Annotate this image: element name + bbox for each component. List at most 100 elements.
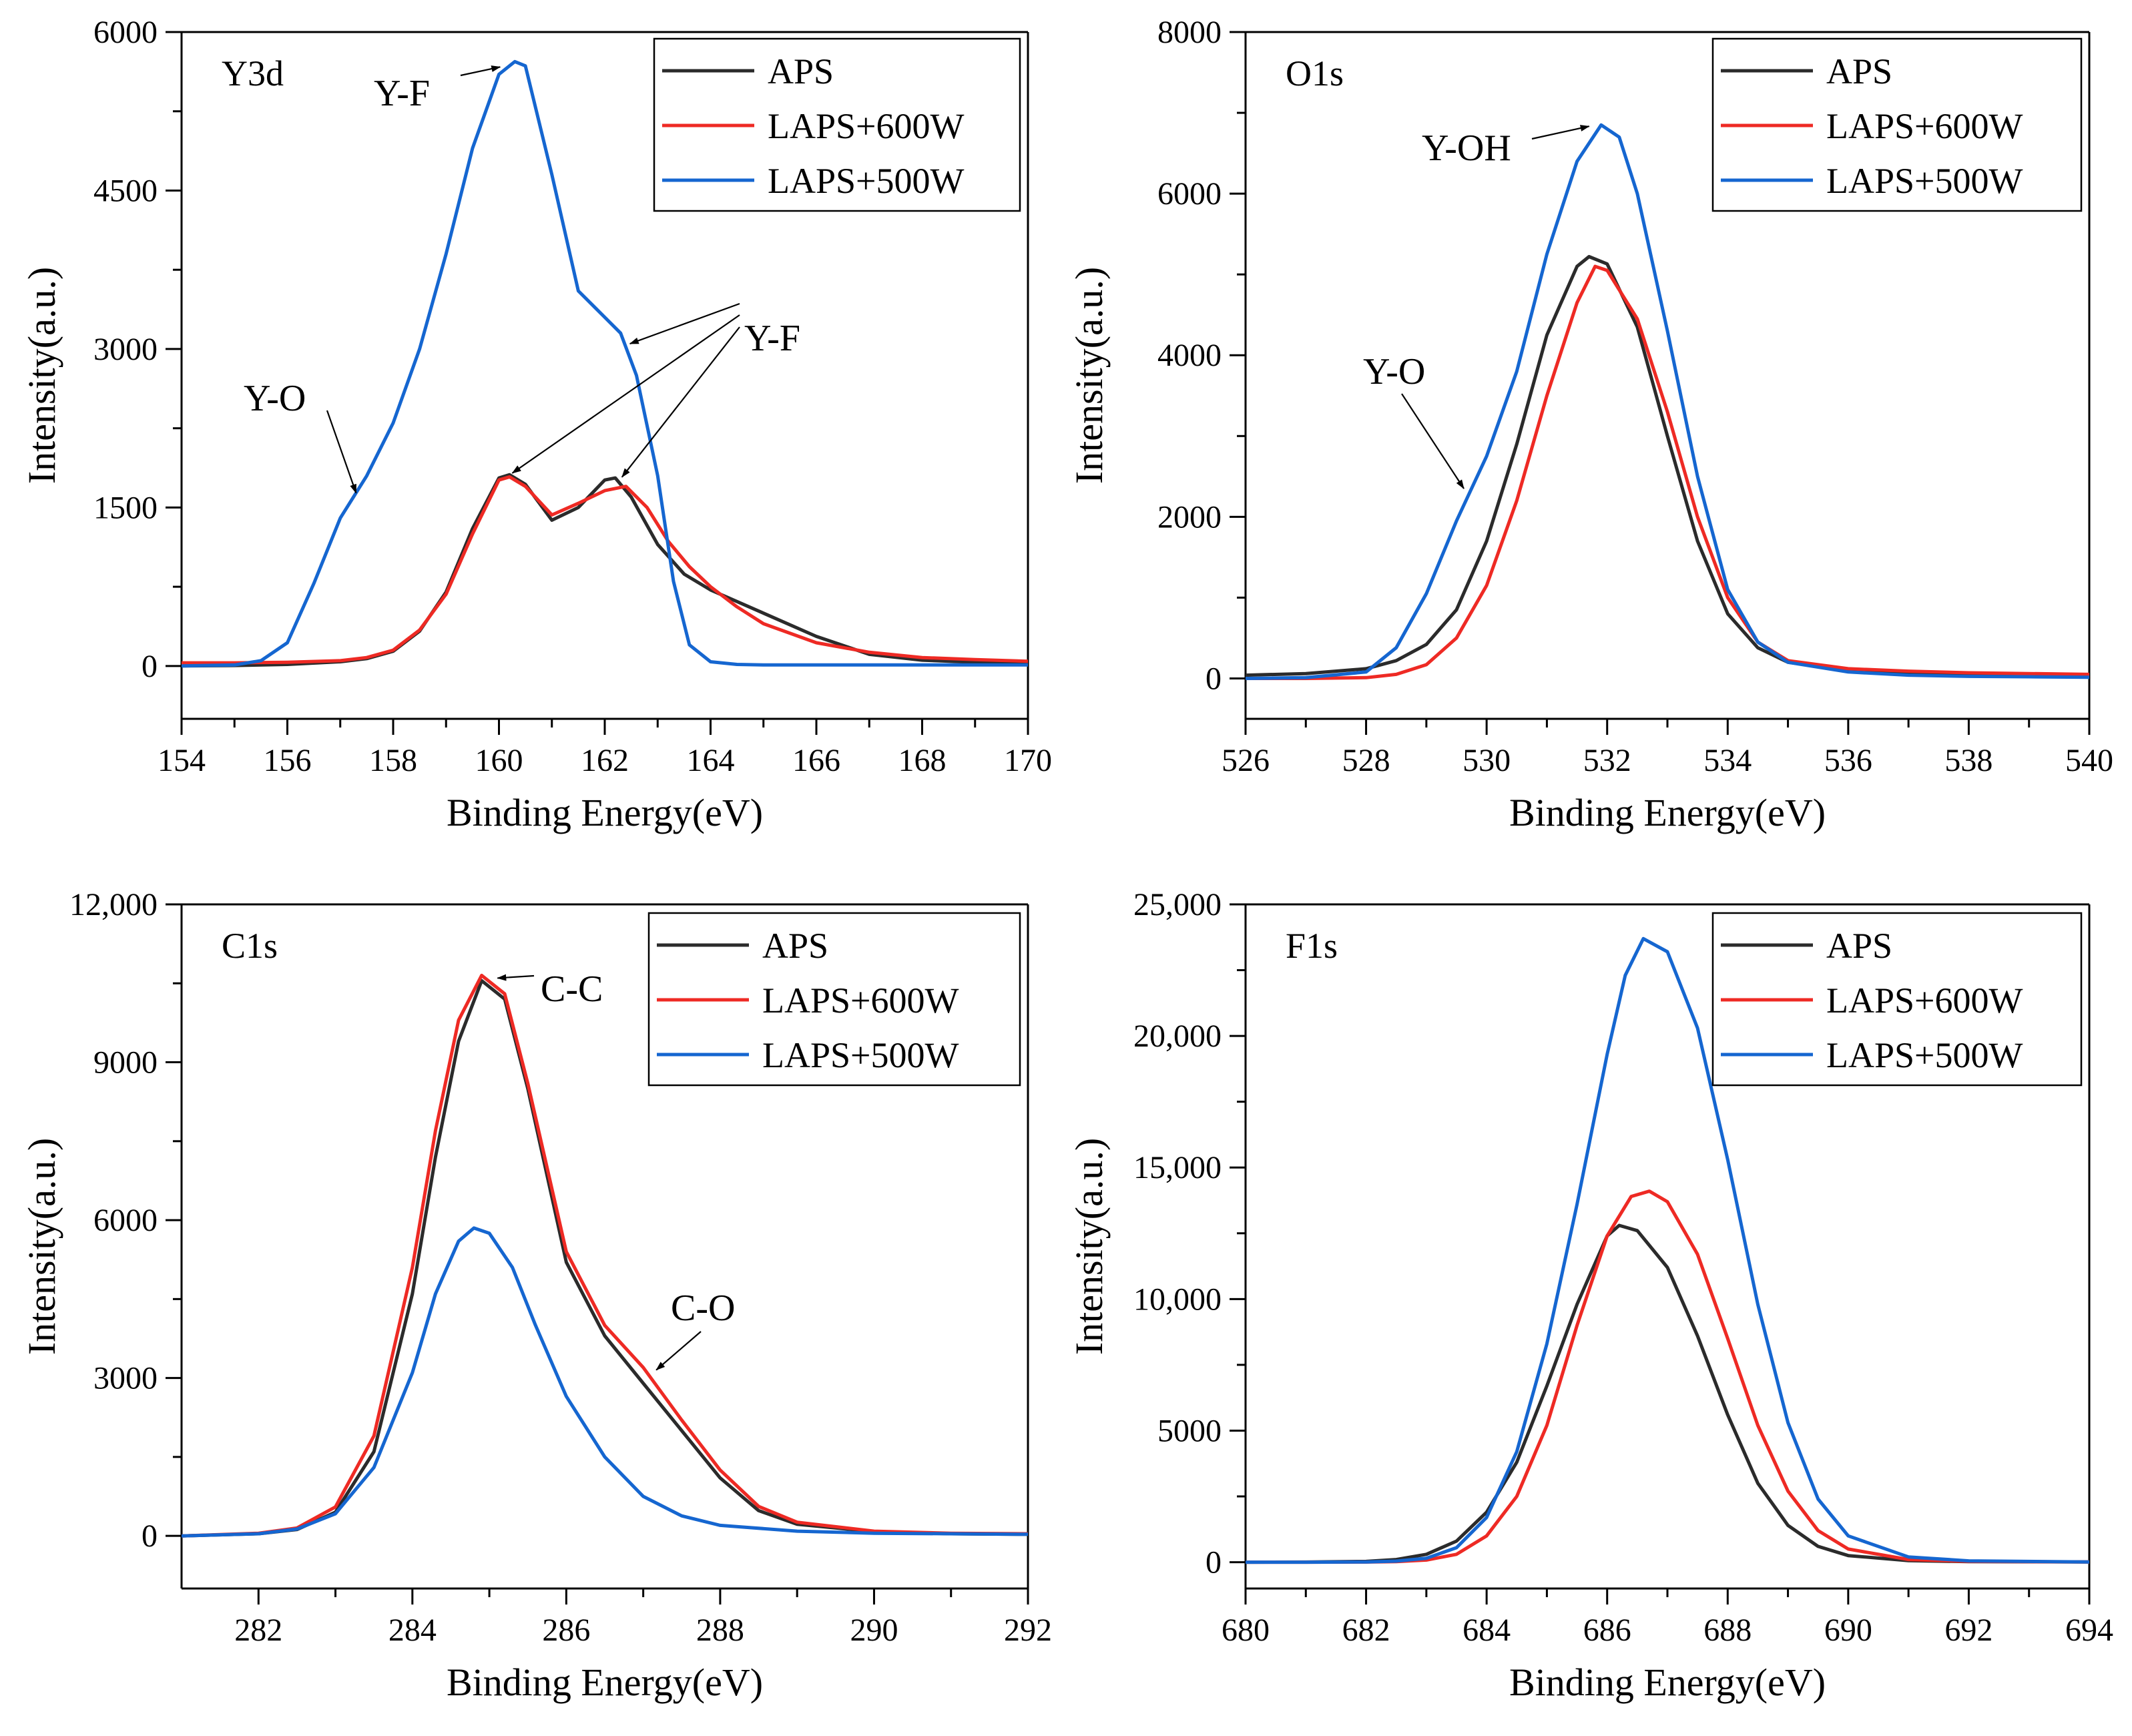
x-axis-label: Binding Energy(eV) — [447, 791, 763, 834]
series-line-laps-500w — [182, 59, 1028, 668]
y-tick-label: 0 — [1206, 661, 1222, 696]
x-tick-label: 166 — [792, 743, 840, 778]
chart-panel-f1s: 680 682 684 686 688 690 692 694 0 5000 10,000 15,00… — [1067, 887, 2113, 1704]
x-tick-label: 288 — [696, 1613, 744, 1648]
x-axis-label: Binding Energy(eV) — [1509, 791, 1826, 834]
x-tick-label: 292 — [1004, 1613, 1052, 1648]
y-axis-label: Intensity(a.u.) — [20, 267, 63, 484]
legend-label: APS — [1826, 51, 1892, 91]
y-tick-label: 12,000 — [69, 887, 158, 922]
legend-label: LAPS+600W — [762, 980, 959, 1021]
legend-label: APS — [768, 51, 834, 91]
y-axis-label: Intensity(a.u.) — [1067, 267, 1111, 484]
annotation-arrow-y-o — [326, 410, 357, 494]
x-tick-label: 680 — [1222, 1613, 1270, 1648]
legend-label: LAPS+500W — [768, 161, 965, 201]
x-tick-label: 682 — [1342, 1613, 1390, 1648]
x-tick-label: 694 — [2065, 1613, 2113, 1648]
legend-label: LAPS+500W — [1826, 161, 2023, 201]
x-tick-label: 688 — [1703, 1613, 1752, 1648]
y-axis-label: Intensity(a.u.) — [20, 1138, 63, 1355]
series-line-laps-600w — [1246, 1189, 2089, 1564]
legend-label: LAPS+600W — [1826, 106, 2023, 146]
annotation-y-oh: Y-OH — [1422, 127, 1511, 169]
y-tick-label: 15,000 — [1133, 1150, 1222, 1185]
y-tick-label: 4000 — [1157, 338, 1222, 373]
x-tick-label: 532 — [1583, 743, 1631, 778]
x-tick-label: 170 — [1004, 743, 1052, 778]
annotation-y-f-doublet: Y-F — [744, 318, 800, 359]
series-line-laps-600w — [182, 475, 1028, 665]
x-tick-label: 162 — [581, 743, 629, 778]
x-tick-label: 686 — [1583, 1613, 1631, 1648]
y-tick-label: 3000 — [93, 1361, 158, 1396]
x-tick-label: 286 — [542, 1613, 590, 1648]
y-tick-label: 8000 — [1157, 15, 1222, 50]
y-tick-label: 9000 — [93, 1045, 158, 1081]
series-line-laps-600w — [182, 973, 1028, 1538]
x-tick-label: 540 — [2065, 743, 2113, 778]
x-tick-label: 690 — [1824, 1613, 1872, 1648]
y-tick-label: 6000 — [93, 1203, 158, 1238]
x-tick-label: 526 — [1222, 743, 1270, 778]
x-tick-label: 538 — [1944, 743, 1992, 778]
x-tick-label: 156 — [264, 743, 312, 778]
series-line-laps-500w — [1246, 936, 2089, 1564]
y-tick-label: 3000 — [93, 332, 158, 367]
x-tick-label: 284 — [388, 1613, 437, 1648]
x-tick-label: 290 — [850, 1613, 898, 1648]
legend-label: APS — [762, 926, 828, 966]
y-tick-label: 6000 — [1157, 176, 1222, 212]
annotation-y-o: Y-O — [244, 378, 306, 419]
y-tick-label: 1500 — [93, 490, 158, 525]
chart-panel-c1s: 282 284 286 288 290 292 0 3000 6000 9000 12,000 Bin… — [20, 887, 1052, 1704]
series-line-aps — [1246, 255, 2089, 678]
y-tick-label: 20,000 — [1133, 1019, 1222, 1054]
x-tick-label: 528 — [1342, 743, 1390, 778]
y-axis-label: Intensity(a.u.) — [1067, 1138, 1111, 1355]
annotation-arrow-y-o — [1401, 393, 1464, 489]
x-tick-label: 154 — [158, 743, 206, 778]
chart-panel-o1s: 526 528 530 532 534 536 538 540 0 2000 4000 6000 800… — [1067, 15, 2113, 834]
legend-label: LAPS+500W — [1826, 1035, 2023, 1075]
annotation-y-f-peak: Y-F — [374, 73, 430, 114]
y-tick-label: 2000 — [1157, 499, 1222, 535]
x-tick-label: 534 — [1703, 743, 1752, 778]
series-line-aps — [1246, 1223, 2089, 1564]
x-tick-label: 168 — [898, 743, 947, 778]
panel-label: C1s — [222, 926, 278, 966]
panel-label: O1s — [1286, 53, 1344, 93]
y-tick-label: 25,000 — [1133, 887, 1222, 922]
annotation-arrow-y-oh — [1531, 125, 1590, 140]
annotation-arrow-y-f-peak — [460, 65, 501, 77]
y-tick-label: 0 — [142, 1518, 158, 1554]
y-tick-label: 10,000 — [1133, 1281, 1222, 1317]
legend-label: LAPS+600W — [768, 106, 965, 146]
y-tick-label: 4500 — [93, 173, 158, 208]
series-line-laps-500w — [1246, 123, 2089, 680]
annotation-arrow-y-f-shoulder — [629, 302, 740, 345]
legend-label: LAPS+500W — [762, 1035, 959, 1075]
series-line-laps-500w — [182, 1226, 1028, 1538]
panel-label: F1s — [1286, 926, 1338, 966]
series-line-laps-600w — [1246, 264, 2089, 680]
x-tick-label: 692 — [1944, 1613, 1992, 1648]
x-tick-label: 282 — [234, 1613, 282, 1648]
series-line-aps — [182, 473, 1028, 668]
annotation-arrow-y-f-right — [621, 326, 740, 478]
x-tick-label: 158 — [369, 743, 417, 778]
annotation-arrow-c-c — [497, 974, 535, 981]
x-tick-label: 164 — [687, 743, 735, 778]
x-tick-label: 536 — [1824, 743, 1872, 778]
y-tick-label: 0 — [1206, 1545, 1222, 1580]
annotation-arrow-y-f-left — [511, 314, 740, 474]
x-tick-label: 684 — [1462, 1613, 1511, 1648]
x-axis-label: Binding Energy(eV) — [447, 1661, 763, 1704]
annotation-c-o: C-O — [671, 1287, 735, 1329]
annotation-c-c: C-C — [541, 968, 603, 1010]
x-tick-label: 160 — [475, 743, 523, 778]
x-tick-label: 530 — [1462, 743, 1511, 778]
y-tick-label: 5000 — [1157, 1413, 1222, 1448]
y-tick-label: 6000 — [93, 15, 158, 50]
